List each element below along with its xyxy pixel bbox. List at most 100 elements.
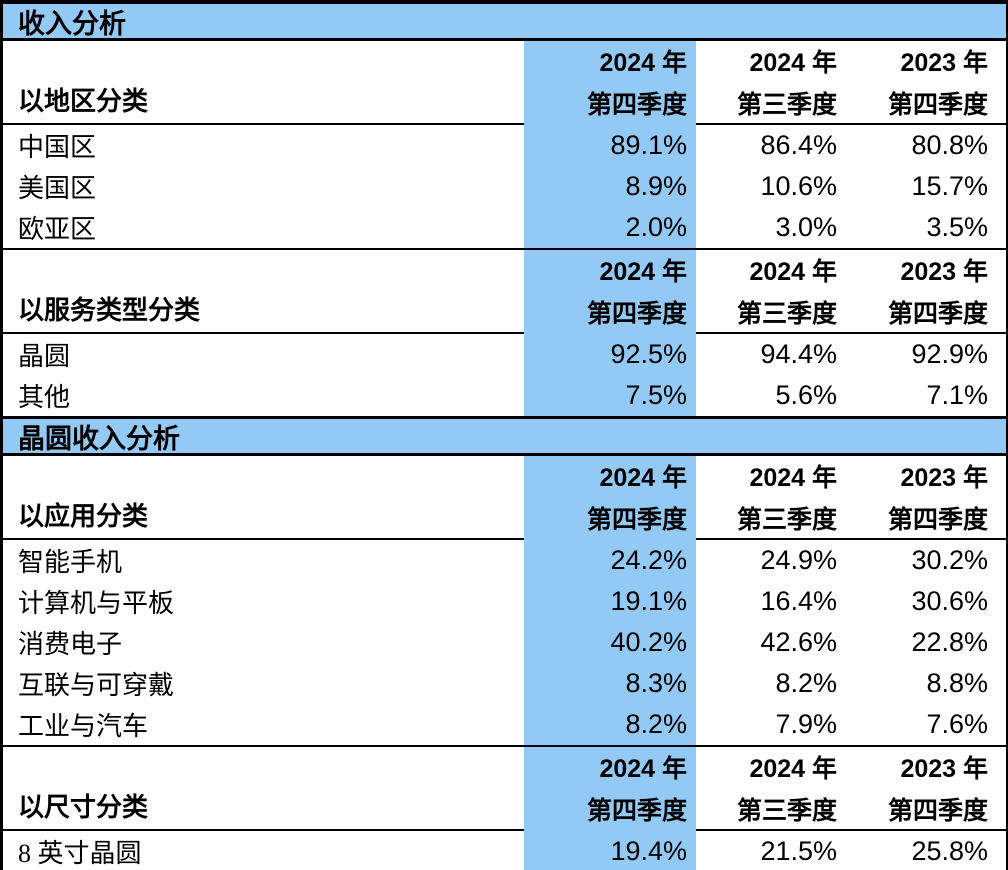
value-cell: 30.2%: [911, 545, 988, 575]
col-header-quarter: 第三季度: [736, 506, 837, 534]
value-cell: 21.5%: [760, 836, 837, 866]
col-header-2024-q3: 2024 年 第三季度: [696, 456, 839, 540]
col-header-quarter: 第三季度: [736, 91, 837, 119]
rows-by-size: 8 英寸晶圆 19.4% 21.5% 25.8%: [3, 831, 1006, 870]
group-header-by-application: 以应用分类 2024 年 第四季度 2024 年 第三季度 2023 年 第四季…: [3, 456, 1006, 540]
value-cell: 3.0%: [775, 212, 837, 242]
value-cell: 8.2%: [524, 704, 696, 745]
row-label: 消费电子: [18, 630, 123, 659]
group-label: 以服务类型分类: [18, 296, 201, 325]
col-header-year: 2023 年: [900, 258, 988, 286]
value-cell: 92.5%: [524, 334, 696, 375]
col-header-quarter: 第四季度: [586, 797, 687, 825]
value-cell: 89.1%: [524, 125, 696, 166]
row-label: 互联与可穿戴: [18, 671, 175, 700]
value-cell: 3.5%: [926, 212, 988, 242]
table-row: 欧亚区 2.0% 3.0% 3.5%: [3, 207, 1006, 248]
col-header-2024-q4: 2024 年 第四季度: [524, 250, 696, 334]
row-label: 晶圆: [18, 342, 71, 371]
group-header-by-service-type: 以服务类型分类 2024 年 第四季度 2024 年 第三季度 2023 年 第…: [3, 250, 1006, 334]
group-header-by-region: 以地区分类 2024 年 第四季度 2024 年 第三季度 2023 年 第四季…: [3, 41, 1006, 125]
table-row: 晶圆 92.5% 94.4% 92.9%: [3, 334, 1006, 375]
col-header-year: 2024 年: [599, 464, 687, 492]
col-header-2024-q4: 2024 年 第四季度: [524, 41, 696, 125]
value-cell: 19.1%: [524, 581, 696, 622]
col-header-quarter: 第四季度: [887, 797, 988, 825]
row-label: 工业与汽车: [18, 712, 149, 741]
row-label: 其他: [18, 383, 71, 412]
table-row: 消费电子 40.2% 42.6% 22.8%: [3, 622, 1006, 663]
col-header-2024-q4: 2024 年 第四季度: [524, 747, 696, 831]
row-label: 美国区: [18, 174, 97, 203]
col-header-quarter: 第四季度: [887, 300, 988, 328]
row-label: 8 英寸晶圆: [18, 839, 142, 868]
group-label: 以尺寸分类: [18, 793, 149, 822]
value-cell: 7.6%: [926, 709, 988, 739]
col-header-2024-q3: 2024 年 第三季度: [696, 41, 839, 125]
table-row: 计算机与平板 19.1% 16.4% 30.6%: [3, 581, 1006, 622]
value-cell: 92.9%: [911, 339, 988, 369]
value-cell: 8.3%: [524, 663, 696, 704]
rows-by-service-type: 晶圆 92.5% 94.4% 92.9% 其他 7.5% 5.6% 7.1%: [3, 334, 1006, 419]
row-label: 中国区: [18, 133, 97, 162]
col-header-2023-q4: 2023 年 第四季度: [839, 456, 1006, 540]
col-header-quarter: 第三季度: [736, 797, 837, 825]
col-header-year: 2024 年: [599, 258, 687, 286]
value-cell: 40.2%: [524, 622, 696, 663]
col-header-quarter: 第四季度: [887, 91, 988, 119]
table-row: 8 英寸晶圆 19.4% 21.5% 25.8%: [3, 831, 1006, 870]
table-row: 中国区 89.1% 86.4% 80.8%: [3, 125, 1006, 166]
col-header-year: 2024 年: [599, 49, 687, 77]
col-header-2023-q4: 2023 年 第四季度: [839, 250, 1006, 334]
col-header-year: 2023 年: [900, 755, 988, 783]
value-cell: 24.9%: [760, 545, 837, 575]
value-cell: 22.8%: [911, 627, 988, 657]
row-label: 计算机与平板: [18, 589, 175, 618]
value-cell: 42.6%: [760, 627, 837, 657]
value-cell: 2.0%: [524, 207, 696, 248]
row-label: 欧亚区: [18, 215, 97, 244]
value-cell: 5.6%: [775, 380, 837, 410]
col-header-year: 2024 年: [749, 464, 837, 492]
value-cell: 8.8%: [926, 668, 988, 698]
section-band-revenue-analysis: 收入分析: [3, 4, 1006, 41]
group-label: 以地区分类: [18, 87, 149, 116]
col-header-2024-q3: 2024 年 第三季度: [696, 250, 839, 334]
rows-by-region: 中国区 89.1% 86.4% 80.8% 美国区 8.9% 10.6% 15.…: [3, 125, 1006, 250]
value-cell: 7.5%: [524, 375, 696, 416]
table-row: 其他 7.5% 5.6% 7.1%: [3, 375, 1006, 416]
value-cell: 16.4%: [760, 586, 837, 616]
section-band-wafer-revenue-analysis: 晶圆收入分析: [3, 419, 1006, 456]
col-header-2024-q4: 2024 年 第四季度: [524, 456, 696, 540]
group-header-by-size: 以尺寸分类 2024 年 第四季度 2024 年 第三季度 2023 年 第四季…: [3, 747, 1006, 831]
value-cell: 10.6%: [760, 171, 837, 201]
col-header-quarter: 第四季度: [887, 506, 988, 534]
col-header-year: 2024 年: [599, 755, 687, 783]
col-header-year: 2024 年: [749, 49, 837, 77]
col-header-quarter: 第四季度: [586, 300, 687, 328]
value-cell: 30.6%: [911, 586, 988, 616]
group-label: 以应用分类: [18, 502, 149, 531]
col-header-quarter: 第四季度: [586, 91, 687, 119]
col-header-2023-q4: 2023 年 第四季度: [839, 41, 1006, 125]
col-header-year: 2024 年: [749, 258, 837, 286]
col-header-2023-q4: 2023 年 第四季度: [839, 747, 1006, 831]
col-header-quarter: 第三季度: [736, 300, 837, 328]
value-cell: 15.7%: [911, 171, 988, 201]
value-cell: 86.4%: [760, 130, 837, 160]
col-header-2024-q3: 2024 年 第三季度: [696, 747, 839, 831]
value-cell: 24.2%: [524, 540, 696, 581]
value-cell: 8.2%: [775, 668, 837, 698]
value-cell: 7.9%: [775, 709, 837, 739]
table-row: 智能手机 24.2% 24.9% 30.2%: [3, 540, 1006, 581]
value-cell: 25.8%: [911, 836, 988, 866]
value-cell: 19.4%: [524, 831, 696, 870]
value-cell: 8.9%: [524, 166, 696, 207]
col-header-year: 2023 年: [900, 49, 988, 77]
value-cell: 94.4%: [760, 339, 837, 369]
col-header-quarter: 第四季度: [586, 506, 687, 534]
value-cell: 80.8%: [911, 130, 988, 160]
value-cell: 7.1%: [926, 380, 988, 410]
col-header-year: 2023 年: [900, 464, 988, 492]
